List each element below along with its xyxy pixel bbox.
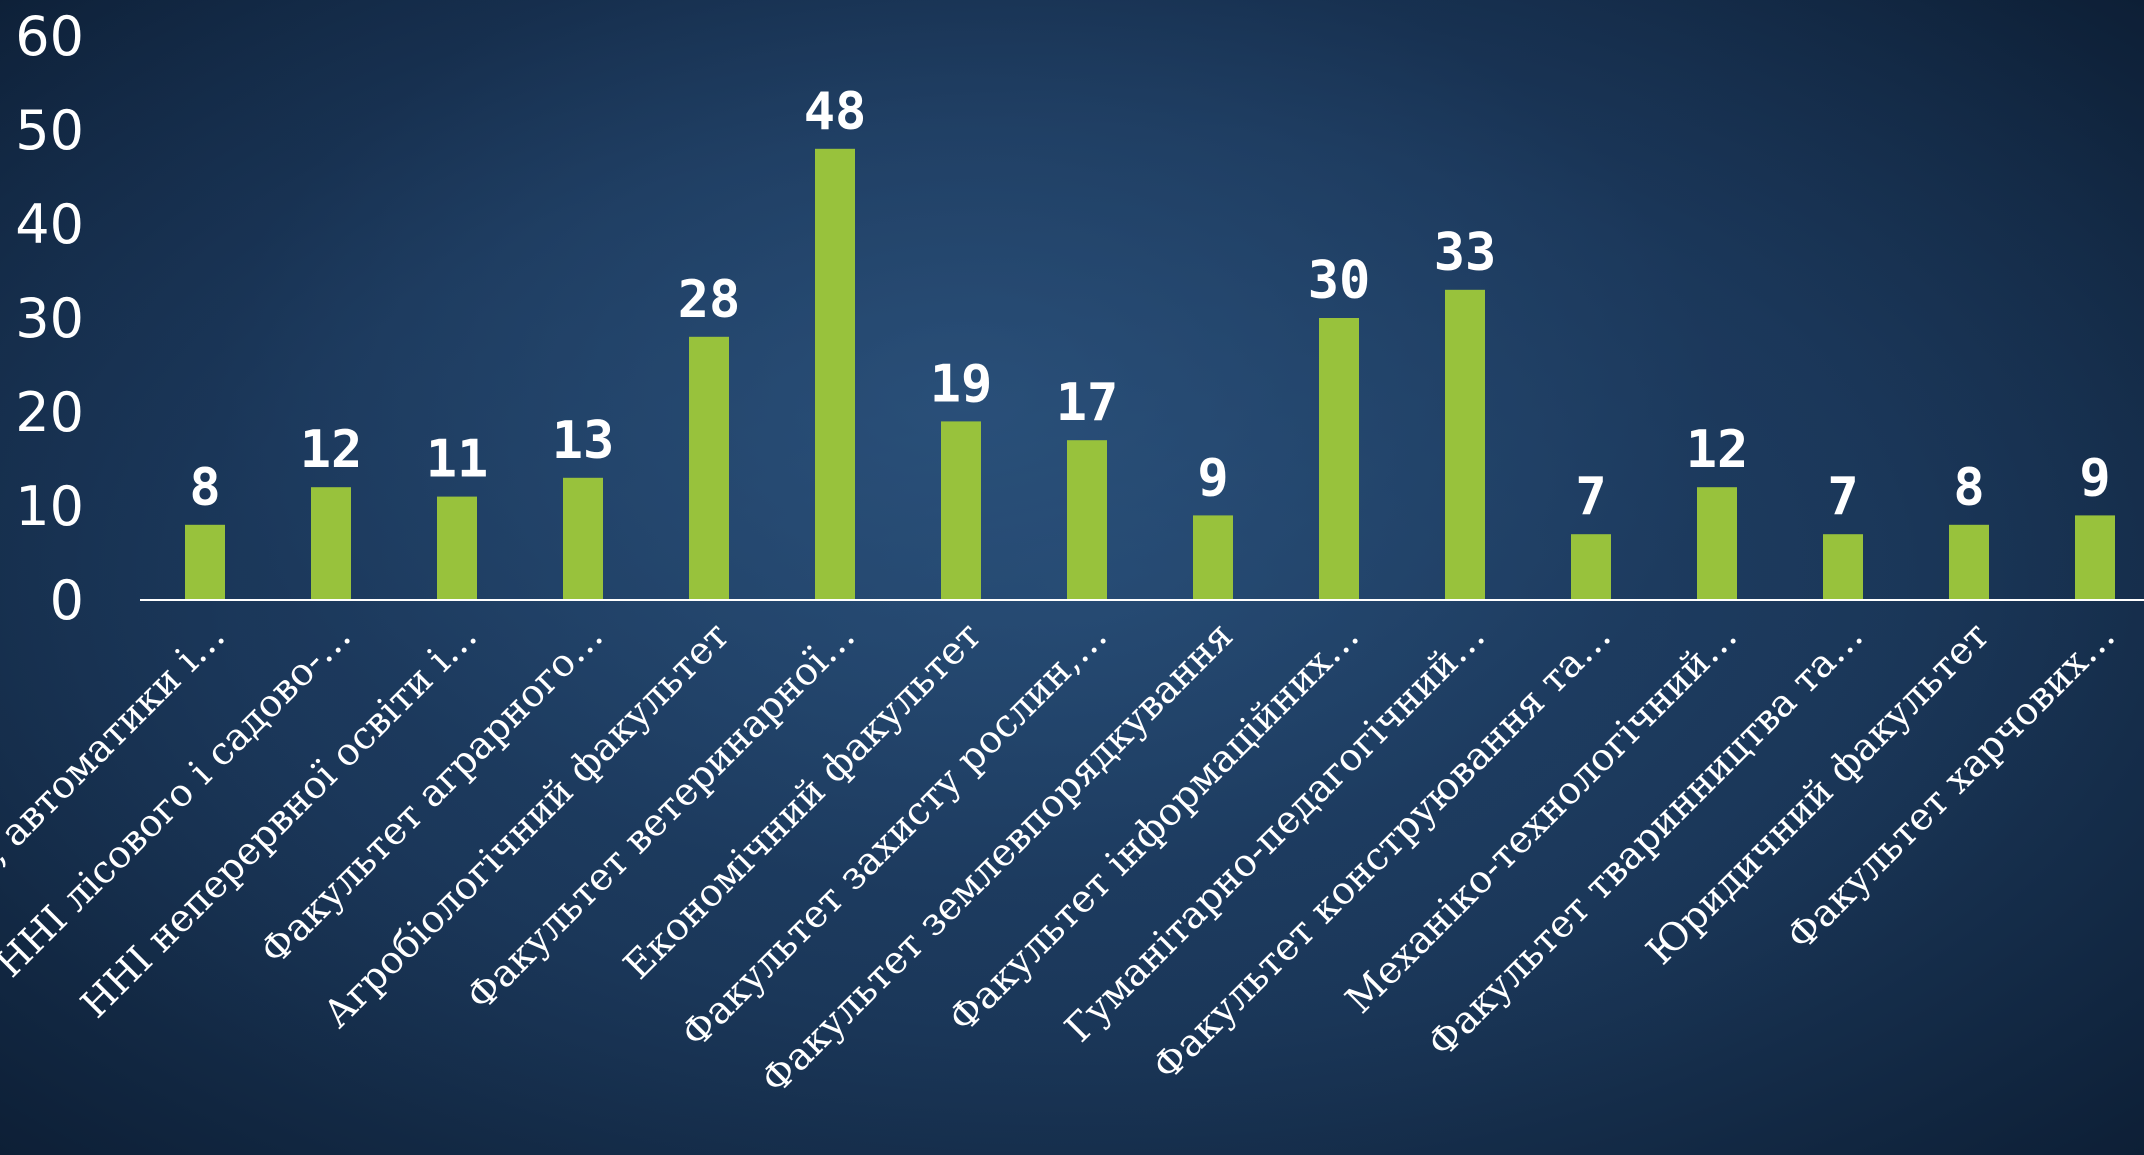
data-label: 12 (1686, 420, 1749, 480)
data-label: 9 (1197, 448, 1228, 508)
x-axis-labels: ННІ енергетики, автоматики і…ННІ лісовог… (0, 613, 2123, 1102)
data-label: 12 (300, 420, 363, 480)
y-tick-label: 60 (15, 5, 84, 68)
bars-group (185, 148, 2115, 601)
x-tick-label: Факультет землевпорядкування (753, 613, 1242, 1102)
bar (311, 487, 351, 600)
data-label: 7 (1575, 467, 1606, 527)
y-tick-label: 50 (15, 99, 84, 162)
data-label: 30 (1308, 251, 1371, 311)
bar (563, 477, 603, 600)
y-tick-label: 20 (15, 381, 84, 444)
bar (1319, 318, 1359, 600)
bar (185, 524, 225, 600)
bar (1445, 289, 1485, 600)
bar (1067, 440, 1107, 600)
data-label: 33 (1434, 223, 1497, 283)
x-tick-label: Факультет конструювання та… (1144, 613, 1619, 1088)
data-label: 7 (1827, 467, 1858, 527)
bar (437, 496, 477, 600)
y-tick-label: 10 (15, 475, 84, 538)
bar (689, 336, 729, 600)
data-label: 8 (1953, 458, 1984, 518)
data-label: 28 (678, 270, 741, 330)
data-label: 17 (1056, 373, 1119, 433)
y-axis: 0 10 20 30 40 50 60 (15, 5, 84, 632)
bar (1949, 524, 1989, 600)
bar (1571, 534, 1611, 600)
data-label: 13 (552, 411, 615, 471)
data-label: 11 (426, 430, 489, 490)
bar (1697, 487, 1737, 600)
bar (941, 421, 981, 600)
data-label: 8 (189, 458, 220, 518)
data-labels-group: 8 12 11 13 28 48 19 17 9 30 33 7 12 7 8 9 (189, 82, 2110, 527)
bar (815, 148, 855, 601)
data-label: 9 (2079, 448, 2110, 508)
data-label: 19 (930, 354, 993, 414)
y-tick-label: 30 (15, 287, 84, 350)
y-tick-label: 40 (15, 193, 84, 256)
bar (1823, 534, 1863, 600)
data-label: 48 (804, 82, 867, 142)
bar (2075, 515, 2115, 600)
bar (1193, 515, 1233, 600)
y-tick-label: 0 (50, 569, 84, 632)
